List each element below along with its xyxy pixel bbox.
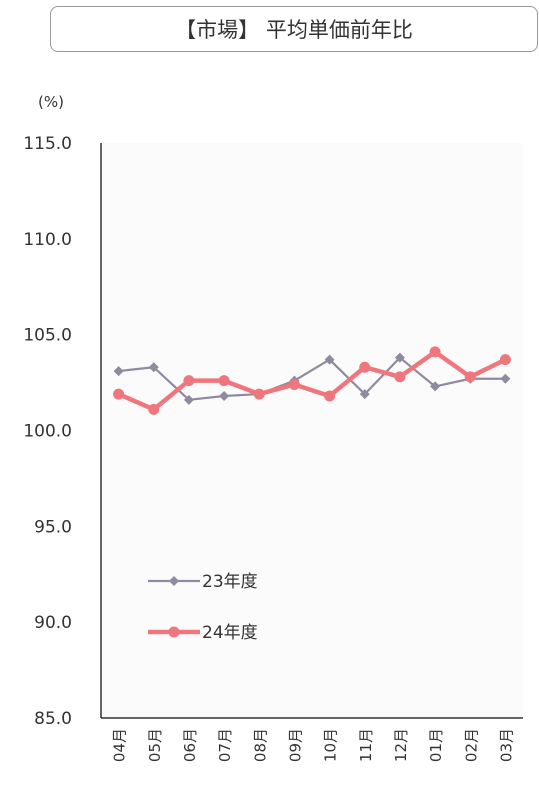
series-group bbox=[113, 346, 511, 415]
legend-item-0: 23年度 bbox=[148, 572, 258, 592]
x-tick-label: 10月 bbox=[322, 728, 340, 762]
y-tick-label: 115.0 bbox=[23, 134, 72, 154]
x-tick-label: 01月 bbox=[427, 728, 445, 762]
data-point bbox=[429, 346, 441, 358]
legend-label: 24年度 bbox=[202, 623, 258, 643]
data-point bbox=[499, 354, 511, 366]
data-point bbox=[359, 389, 370, 400]
data-point bbox=[430, 381, 441, 392]
series-line bbox=[117, 349, 507, 412]
legend: 23年度 24年度 bbox=[148, 572, 258, 643]
data-point bbox=[113, 366, 124, 377]
y-tick-label: 95.0 bbox=[34, 517, 72, 537]
y-tick-label: 110.0 bbox=[23, 230, 72, 250]
plot-area bbox=[101, 143, 523, 718]
data-point bbox=[183, 394, 194, 405]
data-point bbox=[219, 391, 230, 401]
data-point bbox=[113, 388, 125, 400]
data-point bbox=[500, 373, 511, 384]
series-1 bbox=[113, 346, 511, 415]
series-line bbox=[118, 356, 506, 401]
chart-title: 【市場】 平均単価前年比 bbox=[175, 18, 413, 42]
x-tick-label: 09月 bbox=[286, 728, 304, 762]
data-point bbox=[288, 379, 300, 390]
data-point bbox=[324, 354, 335, 365]
x-tick-label: 12月 bbox=[392, 728, 410, 762]
y-tick-label: 105.0 bbox=[23, 326, 72, 346]
x-tick-label: 06月 bbox=[181, 728, 199, 762]
x-tick-label: 02月 bbox=[462, 728, 480, 762]
x-tick-labels: 04月 05月 06月 07月 08月 09月 10月 11月 12月 01月 02月 03月 bbox=[111, 728, 516, 762]
data-point bbox=[359, 361, 371, 373]
data-point bbox=[394, 352, 405, 363]
data-point bbox=[394, 371, 406, 383]
data-point bbox=[148, 403, 160, 415]
y-tick-label: 85.0 bbox=[34, 709, 72, 729]
legend-label: 23年度 bbox=[202, 572, 258, 592]
y-tick-label: 100.0 bbox=[23, 422, 72, 442]
chart-title-box: 【市場】 平均単価前年比 bbox=[50, 6, 538, 52]
x-tick-label: 08月 bbox=[251, 728, 269, 762]
legend-item-1: 24年度 bbox=[148, 623, 258, 643]
x-tick-label: 07月 bbox=[216, 728, 234, 762]
data-point bbox=[148, 362, 159, 373]
y-tick-labels: 115.0 110.0 105.0 100.0 95.0 90.0 85.0 bbox=[23, 134, 72, 729]
legend-marker bbox=[169, 576, 179, 586]
x-tick-label: 04月 bbox=[111, 728, 129, 762]
x-tick-label: 03月 bbox=[497, 728, 515, 762]
x-tick-label: 11月 bbox=[357, 728, 375, 762]
y-tick-label: 90.0 bbox=[34, 613, 72, 633]
data-point bbox=[324, 390, 336, 402]
legend-marker bbox=[168, 626, 180, 638]
data-point bbox=[464, 371, 476, 383]
y-axis-unit-label: (%) bbox=[38, 93, 64, 111]
x-tick-label: 05月 bbox=[146, 728, 164, 762]
data-point bbox=[183, 375, 195, 387]
data-point bbox=[218, 375, 230, 387]
data-point bbox=[253, 388, 265, 400]
